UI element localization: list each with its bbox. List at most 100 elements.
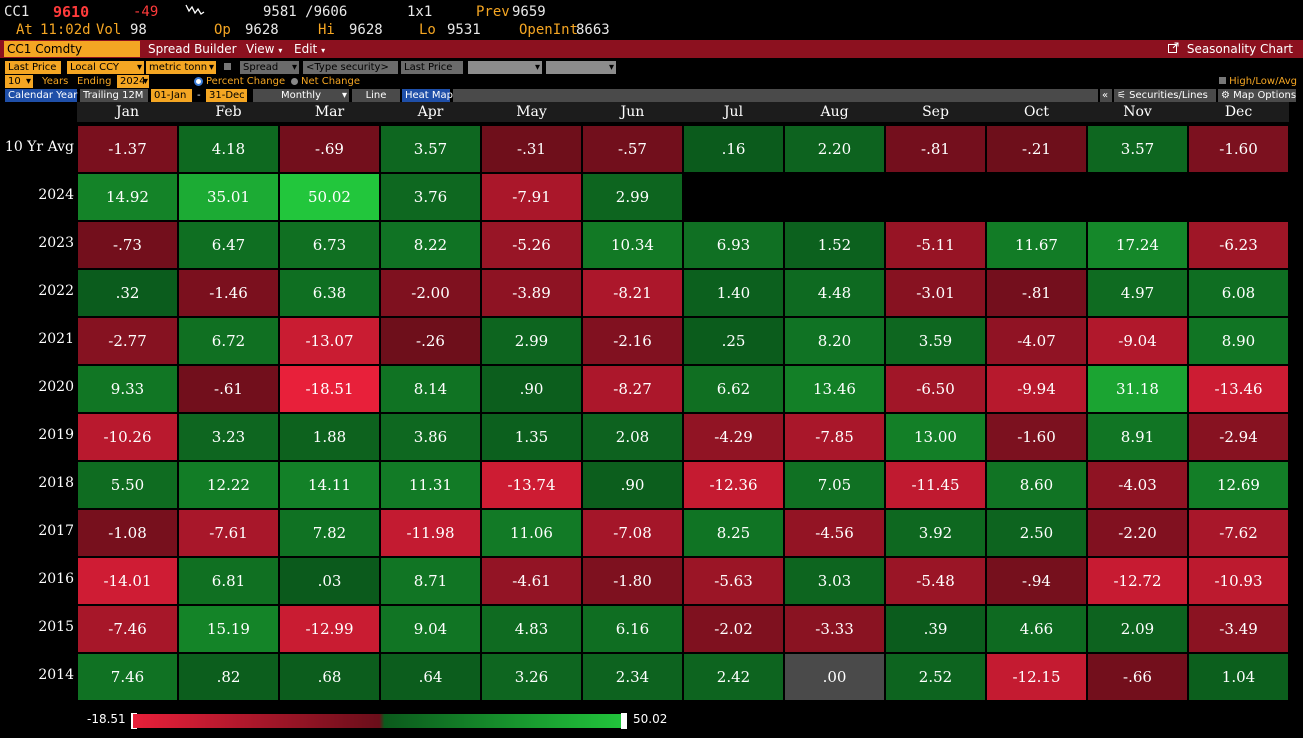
heat-map-cell[interactable]: .00 [785, 654, 884, 700]
price-type2-select[interactable]: Last Price [401, 61, 463, 74]
heat-map-cell[interactable]: -11.45 [886, 462, 985, 508]
heat-map-cell[interactable]: 8.25 [684, 510, 783, 556]
view-menu[interactable]: View ▾ [246, 41, 282, 57]
heat-map-cell[interactable]: -5.11 [886, 222, 985, 268]
heat-map-cell[interactable]: -3.49 [1189, 606, 1288, 652]
heat-map-cell[interactable]: 12.22 [179, 462, 278, 508]
currency-select[interactable]: Local CCY ▾ [67, 61, 144, 74]
line-tab[interactable]: Line [352, 89, 400, 102]
heat-map-cell[interactable]: -.81 [987, 270, 1086, 316]
heat-map-cell[interactable]: 2.99 [583, 174, 682, 220]
heat-map-cell[interactable]: 6.08 [1189, 270, 1288, 316]
heat-map-cell[interactable]: -2.00 [381, 270, 480, 316]
heat-map-cell[interactable]: 1.40 [684, 270, 783, 316]
heat-map-cell[interactable]: 17.24 [1088, 222, 1187, 268]
heat-map-cell[interactable]: 3.03 [785, 558, 884, 604]
heat-map-cell[interactable]: -4.56 [785, 510, 884, 556]
heat-map-cell[interactable]: .90 [583, 462, 682, 508]
heat-map-cell[interactable]: 3.23 [179, 414, 278, 460]
spread-checkbox[interactable] [224, 61, 238, 74]
heat-map-cell[interactable]: 14.11 [280, 462, 379, 508]
heat-map-cell[interactable]: -1.60 [1189, 126, 1288, 172]
heat-map-cell[interactable]: 5.50 [78, 462, 177, 508]
heat-map-cell[interactable]: 2.09 [1088, 606, 1187, 652]
heat-map-cell[interactable]: 50.02 [280, 174, 379, 220]
heat-map-cell[interactable]: 8.60 [987, 462, 1086, 508]
heat-map-cell[interactable]: 4.48 [785, 270, 884, 316]
security-input[interactable]: CC1 Comdty [4, 41, 140, 57]
heat-map-cell[interactable]: 11.31 [381, 462, 480, 508]
heat-map-cell[interactable]: -.26 [381, 318, 480, 364]
heat-map-cell[interactable]: -11.98 [381, 510, 480, 556]
heat-map-cell[interactable]: -9.04 [1088, 318, 1187, 364]
heat-map-cell[interactable]: 3.59 [886, 318, 985, 364]
heat-map-cell[interactable]: 3.57 [1088, 126, 1187, 172]
heat-map-cell[interactable]: -7.46 [78, 606, 177, 652]
heat-map-cell[interactable]: .68 [280, 654, 379, 700]
years-select[interactable]: 10 ▾ [5, 75, 33, 88]
heat-map-cell[interactable]: 8.22 [381, 222, 480, 268]
heat-map-cell[interactable]: 7.05 [785, 462, 884, 508]
heat-map-cell[interactable]: 6.16 [583, 606, 682, 652]
heat-map-cell[interactable]: -12.99 [280, 606, 379, 652]
heat-map-cell[interactable]: -.94 [987, 558, 1086, 604]
heat-map-cell[interactable]: -18.51 [280, 366, 379, 412]
heat-map-cell[interactable]: -10.93 [1189, 558, 1288, 604]
heat-map-cell[interactable]: -2.77 [78, 318, 177, 364]
start-date-input[interactable]: 01-Jan [151, 89, 192, 102]
heat-map-cell[interactable]: 4.97 [1088, 270, 1187, 316]
high-low-avg-toggle[interactable]: High/Low/Avg [1216, 75, 1300, 88]
map-options-button[interactable]: ⚙ Map Options [1218, 89, 1296, 102]
heat-map-cell[interactable]: 6.93 [684, 222, 783, 268]
trailing-12m-tab[interactable]: Trailing 12M [80, 89, 148, 102]
edit-menu[interactable]: Edit ▾ [294, 41, 325, 57]
heat-map-cell[interactable]: -13.74 [482, 462, 581, 508]
heat-map-cell[interactable]: -3.33 [785, 606, 884, 652]
heat-map-cell[interactable]: 8.71 [381, 558, 480, 604]
heat-map-cell[interactable]: .82 [179, 654, 278, 700]
heat-map-cell[interactable]: -1.08 [78, 510, 177, 556]
heat-map-cell[interactable]: 1.52 [785, 222, 884, 268]
heat-map-cell[interactable]: -5.26 [482, 222, 581, 268]
percent-change-radio[interactable]: Percent Change [191, 75, 288, 88]
heat-map-cell[interactable]: 35.01 [179, 174, 278, 220]
heat-map-cell[interactable]: 2.20 [785, 126, 884, 172]
heat-map-cell[interactable]: -10.26 [78, 414, 177, 460]
spread-builder-menu[interactable]: Spread Builder [148, 42, 237, 56]
blank-select-2[interactable]: ▾ [546, 61, 616, 74]
heat-map-cell[interactable]: -6.23 [1189, 222, 1288, 268]
heat-map-cell[interactable]: 6.47 [179, 222, 278, 268]
heat-map-cell[interactable]: -.69 [280, 126, 379, 172]
heat-map-cell[interactable]: 3.57 [381, 126, 480, 172]
heat-map-cell[interactable]: 13.00 [886, 414, 985, 460]
collapse-button[interactable]: « [1100, 89, 1112, 102]
heat-map-cell[interactable]: 8.14 [381, 366, 480, 412]
heat-map-cell[interactable]: -.73 [78, 222, 177, 268]
heat-map-cell[interactable]: 2.50 [987, 510, 1086, 556]
heat-map-cell[interactable]: -.31 [482, 126, 581, 172]
heat-map-cell[interactable]: 10.34 [583, 222, 682, 268]
heat-map-cell[interactable]: -2.16 [583, 318, 682, 364]
heat-map-cell[interactable]: -7.85 [785, 414, 884, 460]
heat-map-cell[interactable]: 6.72 [179, 318, 278, 364]
calendar-year-tab[interactable]: Calendar Year [5, 89, 77, 102]
heat-map-cell[interactable]: -7.62 [1189, 510, 1288, 556]
heat-map-cell[interactable]: -2.20 [1088, 510, 1187, 556]
heat-map-tab[interactable]: Heat Map [402, 89, 453, 102]
heat-map-cell[interactable]: -1.46 [179, 270, 278, 316]
blank-select-1[interactable]: ▾ [468, 61, 542, 74]
heat-map-cell[interactable]: -1.37 [78, 126, 177, 172]
heat-map-cell[interactable]: -1.80 [583, 558, 682, 604]
price-type-select[interactable]: Last Price [5, 61, 61, 74]
heat-map-cell[interactable]: 6.73 [280, 222, 379, 268]
heat-map-cell[interactable]: 2.99 [482, 318, 581, 364]
heat-map-cell[interactable]: -4.03 [1088, 462, 1187, 508]
heat-map-cell[interactable]: 3.76 [381, 174, 480, 220]
heat-map-cell[interactable]: -2.02 [684, 606, 783, 652]
spread-select[interactable]: Spread ▾ [240, 61, 299, 74]
heat-map-cell[interactable]: .16 [684, 126, 783, 172]
type-security-input[interactable]: <Type security> [303, 61, 398, 74]
heat-map-cell[interactable]: .39 [886, 606, 985, 652]
heat-map-cell[interactable]: 9.04 [381, 606, 480, 652]
net-change-radio[interactable]: Net Change [288, 75, 363, 88]
